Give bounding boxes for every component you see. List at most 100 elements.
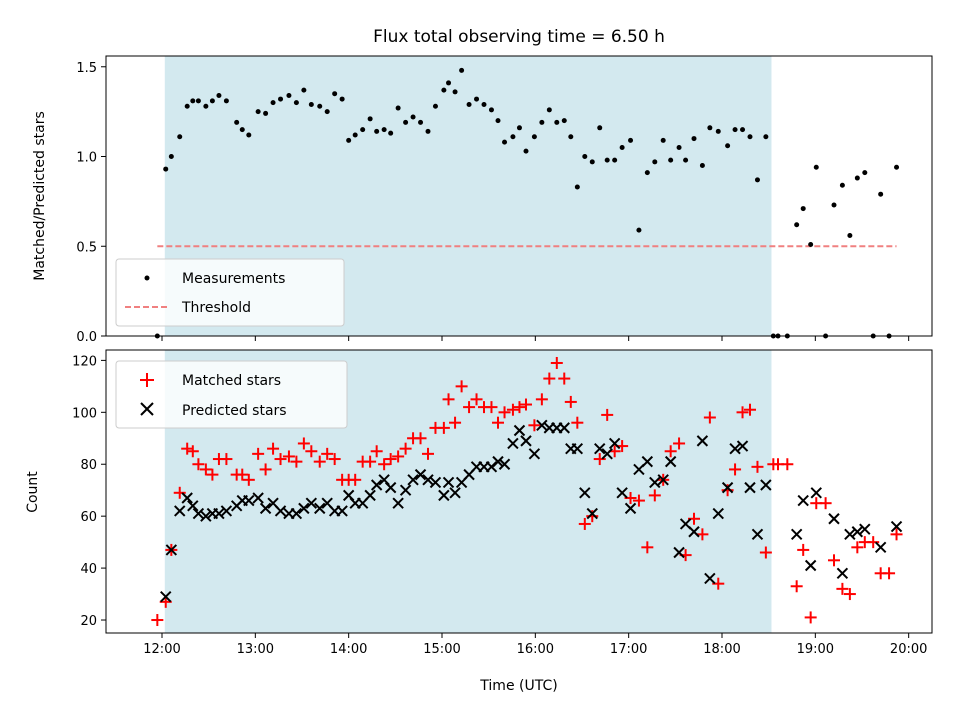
measurement-point (604, 157, 610, 163)
measurement-point (813, 164, 819, 170)
predicted-stars-point (528, 448, 541, 460)
measurements-legend-label: Measurements (182, 271, 285, 287)
predicted-stars-legend-label: Predicted stars (182, 403, 287, 419)
matched-stars-legend-label: Matched stars (182, 373, 281, 389)
matched-stars-point (843, 588, 856, 601)
y-tick-label: 40 (80, 562, 97, 577)
measurement-point (747, 134, 753, 140)
matched-stars-legend-marker (140, 373, 154, 387)
x-tick-label: 16:00 (517, 642, 554, 657)
matched-stars-point (206, 468, 219, 481)
matched-stars-point (797, 543, 810, 556)
predicted-stars-point (851, 526, 864, 538)
predicted-stars-point (438, 489, 450, 502)
predicted-stars-point (673, 546, 685, 559)
threshold-legend-label: Threshold (181, 300, 251, 316)
measurement-point (481, 101, 487, 107)
measurement-point (676, 145, 682, 151)
matched-stars-point (867, 536, 880, 549)
predicted-stars-point (290, 507, 303, 520)
matched-stars-point (558, 372, 571, 385)
measurement-point (546, 107, 552, 113)
predicted-stars-point (498, 458, 511, 470)
bottom-panel: 12:00 13:00 14:00 15:00 16:00 17:00 18:00 19:00… (25, 349, 933, 694)
matched-stars-point (485, 401, 498, 414)
predicted-stars-point (181, 492, 193, 504)
predicted-stars-point (810, 487, 822, 499)
matched-stars-point (321, 447, 334, 460)
bottom-axis-ticks: 12:00 13:00 14:00 15:00 16:00 17:00 18:00 19:00… (72, 354, 927, 657)
measurement-point (278, 96, 284, 102)
y-tick-label: 100 (72, 406, 97, 421)
matched-stars-point (498, 406, 511, 419)
predicted-stars-point (243, 494, 255, 507)
predicted-stars-point (252, 492, 264, 504)
matched-stars-point (442, 393, 455, 406)
bottom-plot-frame (105, 349, 933, 634)
measurement-point (683, 157, 689, 163)
matched-stars-point (890, 528, 903, 541)
measurement-point (446, 80, 452, 86)
predicted-stars-point (520, 435, 532, 447)
predicted-stars-point (664, 455, 677, 468)
count-points (151, 356, 903, 627)
matched-stars-point (759, 546, 772, 559)
measurement-point (352, 132, 358, 138)
predicted-stars-point (370, 479, 383, 491)
measurement-point (432, 103, 438, 109)
measurement-point (495, 118, 501, 124)
measurement-point (293, 100, 299, 106)
measurement-point (488, 107, 494, 113)
measurement-point (831, 202, 837, 208)
measurement-point (847, 232, 853, 238)
measurement-point (203, 103, 209, 109)
predicted-stars-point (721, 481, 734, 494)
matched-stars-point (282, 450, 295, 463)
matched-stars-point (578, 517, 591, 530)
measurement-point (286, 92, 292, 98)
matched-stars-point (506, 403, 519, 416)
measurement-point (668, 157, 674, 163)
measurement-point (740, 127, 746, 133)
matched-stars-point (632, 494, 645, 507)
predicted-stars-point (274, 505, 287, 517)
bottom-legend-box (115, 360, 348, 429)
matched-stars-point (696, 528, 709, 541)
measurements-legend-marker (144, 275, 150, 281)
measurement-point (388, 130, 394, 136)
measurement-point (612, 157, 618, 163)
measurement-point (374, 128, 380, 134)
measurement-point (502, 139, 508, 145)
matched-stars-point (790, 580, 803, 593)
matched-stars-point (349, 473, 362, 486)
matched-stars-point (528, 419, 541, 432)
y-tick-label: 1.0 (76, 151, 97, 166)
predicted-stars-point (688, 526, 700, 538)
predicted-stars-point (213, 507, 225, 520)
measurement-point (619, 145, 625, 151)
measurement-point (195, 98, 201, 104)
measurement-point (308, 101, 314, 107)
predicted-stars-point (736, 440, 749, 452)
matched-stars-point (744, 403, 756, 416)
y-tick-label: 120 (72, 354, 97, 369)
measurement-point (794, 222, 800, 228)
measurement-point (367, 116, 373, 122)
predicted-stars-point (586, 507, 598, 520)
measurement-point (715, 128, 721, 134)
measurement-point (839, 182, 845, 188)
predicted-stars-point (601, 448, 613, 460)
measurement-point (699, 162, 705, 168)
predicted-stars-point (492, 455, 504, 468)
matched-stars-point (729, 463, 742, 476)
predicted-stars-point (712, 507, 724, 520)
measurement-point (168, 154, 174, 160)
matched-stars-point (648, 489, 661, 502)
matched-stars-point (399, 442, 412, 455)
matched-stars-point (520, 398, 532, 411)
measurement-point (691, 136, 697, 142)
x-tick-label: 12:00 (143, 642, 180, 657)
predicted-stars-point (384, 481, 397, 494)
matched-stars-point (173, 486, 186, 499)
